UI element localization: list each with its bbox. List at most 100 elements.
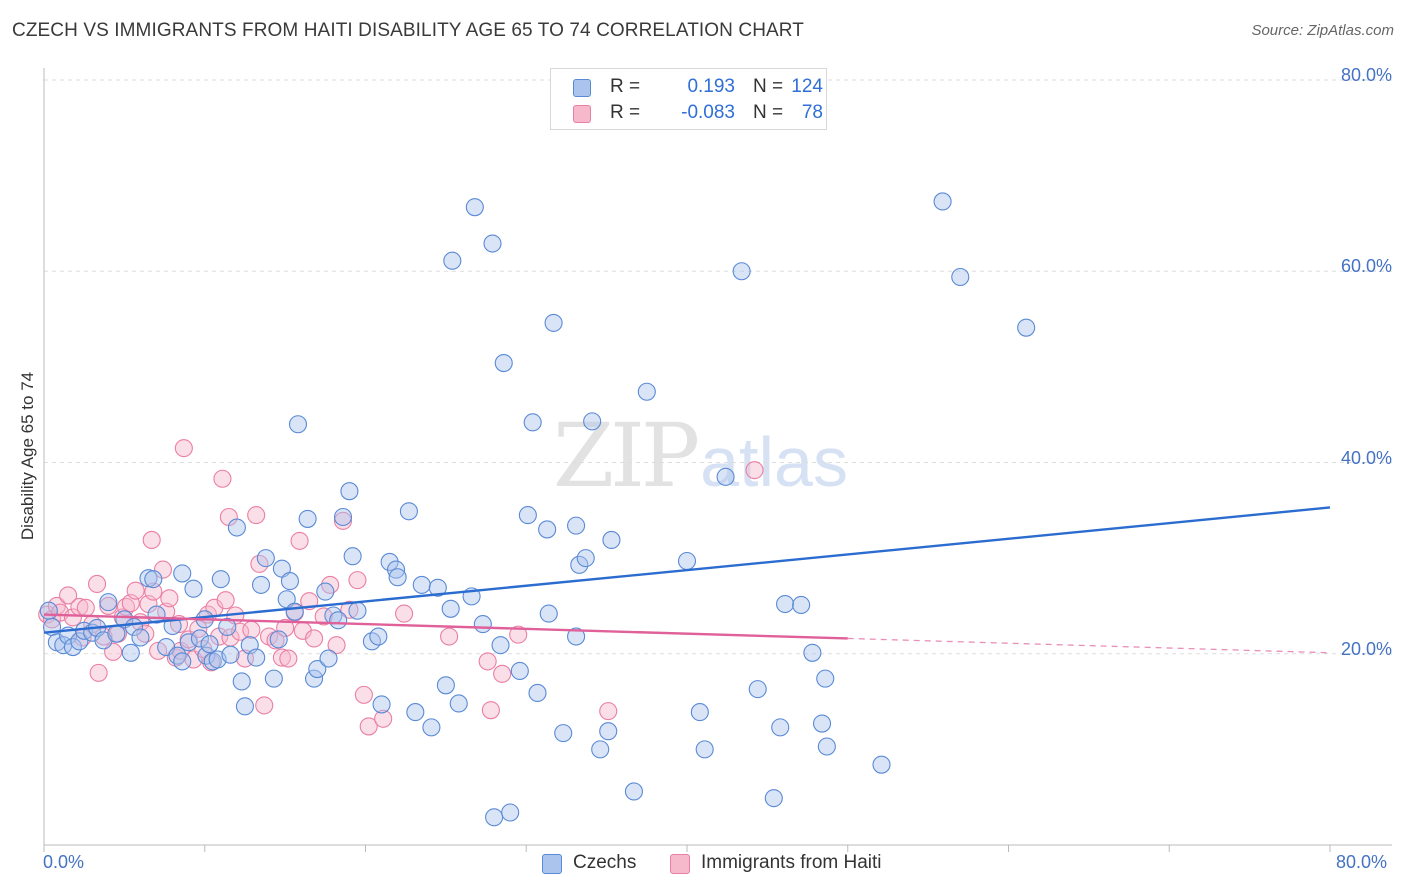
haiti-point <box>89 663 108 682</box>
haiti-point <box>174 439 193 458</box>
czech-point <box>872 755 891 774</box>
legend-r-label: R = <box>610 76 641 97</box>
haiti-point <box>247 506 266 525</box>
czech-point <box>599 722 618 741</box>
czech-point <box>280 572 299 591</box>
czech-point <box>817 737 836 756</box>
y-tick-label: 40.0% <box>1340 447 1392 468</box>
czech-point <box>602 530 621 550</box>
czech-point <box>251 575 271 594</box>
haiti-point <box>63 608 82 627</box>
czech-point <box>343 547 362 566</box>
czech-point <box>436 676 455 695</box>
czech-point <box>441 599 460 618</box>
czech-point <box>412 575 431 594</box>
czech-point <box>803 643 822 662</box>
source-credit: Source: ZipAtlas.com <box>1251 22 1394 39</box>
haiti-point <box>142 530 161 550</box>
haiti-point <box>242 620 261 639</box>
czech-point <box>465 198 484 217</box>
haiti-point <box>440 627 459 646</box>
czech-point <box>184 579 203 598</box>
x-tick-label-min: 0.0% <box>43 852 85 872</box>
czech-point <box>372 695 391 714</box>
czech-point <box>232 672 251 691</box>
czech-point <box>305 669 324 688</box>
legend-r-value: 0.193 <box>687 76 735 97</box>
legend-n-value: 78 <box>801 102 823 123</box>
haiti-point <box>395 604 414 623</box>
czech-point <box>483 234 502 253</box>
czech-point <box>221 645 240 664</box>
czech-point <box>399 502 418 521</box>
czechs-legend-icon <box>542 854 562 874</box>
czech-point <box>491 636 510 655</box>
trend-lines <box>43 506 1331 654</box>
y-tick-label: 60.0% <box>1340 256 1392 277</box>
czech-point <box>776 594 795 614</box>
czech-point <box>554 724 573 743</box>
legend-n-value: 124 <box>791 76 823 97</box>
czech-point <box>121 643 140 662</box>
czech-point <box>428 578 447 597</box>
czech-point <box>716 467 735 486</box>
czech-point <box>748 680 767 699</box>
czech-point <box>329 611 348 630</box>
haiti-point <box>354 685 373 704</box>
haiti-point <box>327 636 346 655</box>
czech-point <box>200 635 219 654</box>
haiti-point <box>59 586 78 605</box>
czech-point <box>583 412 602 431</box>
legend-r-value: -0.083 <box>681 102 735 123</box>
haiti-point <box>126 581 145 600</box>
czech-point <box>951 267 970 287</box>
czech-point <box>443 251 462 270</box>
legend-r-label: R = <box>610 102 641 123</box>
stats-legend: R = 0.193 N = 124 R = -0.083 N = 78 <box>550 68 827 130</box>
czech-point <box>340 482 359 501</box>
haiti-point <box>305 629 324 648</box>
haiti-point <box>374 709 393 728</box>
haiti-legend-icon <box>670 854 690 874</box>
haiti-point <box>279 649 298 668</box>
y-tick-label: 20.0% <box>1340 638 1392 659</box>
haiti-point <box>216 591 235 610</box>
haiti-point <box>189 619 208 638</box>
axes <box>43 68 1392 852</box>
czech-point <box>218 617 237 637</box>
czech-point <box>256 549 275 568</box>
haiti-point <box>87 574 107 593</box>
czech-point <box>211 570 230 589</box>
czech-point <box>285 602 304 621</box>
haiti-point <box>276 618 295 637</box>
czech-point <box>386 560 406 579</box>
haiti-point <box>213 469 232 488</box>
czech-point <box>333 507 353 527</box>
czech-point <box>624 782 644 801</box>
czech-point <box>168 646 187 665</box>
haiti-point <box>272 648 291 667</box>
haiti-point <box>348 571 367 590</box>
czech-point <box>190 629 209 648</box>
czech-point <box>235 697 254 716</box>
legend-n-label: N = <box>753 76 784 97</box>
x-tick-label-max: 80.0% <box>1336 852 1388 872</box>
czech-point <box>792 595 811 615</box>
czech-point <box>771 718 790 737</box>
czech-point <box>348 601 367 620</box>
czech-points <box>39 192 1036 827</box>
czech-point <box>518 506 537 525</box>
czech-point <box>690 703 709 722</box>
haiti-point <box>144 582 163 601</box>
haiti-point <box>745 461 764 480</box>
czech-point <box>380 552 399 572</box>
czech-point <box>567 627 586 646</box>
czech-point <box>406 703 425 722</box>
haiti-point <box>481 701 500 720</box>
y-axis-label: Disability Age 65 to 74 <box>18 371 37 541</box>
czech-point <box>173 652 192 671</box>
czech-point <box>298 509 317 528</box>
czech-point <box>316 582 335 601</box>
czech-point <box>732 262 751 281</box>
legend-label-czechs: Czechs <box>573 852 637 873</box>
